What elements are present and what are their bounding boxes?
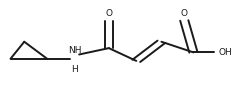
Text: OH: OH bbox=[219, 48, 232, 57]
Text: NH: NH bbox=[68, 45, 81, 54]
Text: H: H bbox=[71, 65, 78, 74]
Text: O: O bbox=[181, 9, 188, 18]
Text: O: O bbox=[105, 9, 112, 18]
